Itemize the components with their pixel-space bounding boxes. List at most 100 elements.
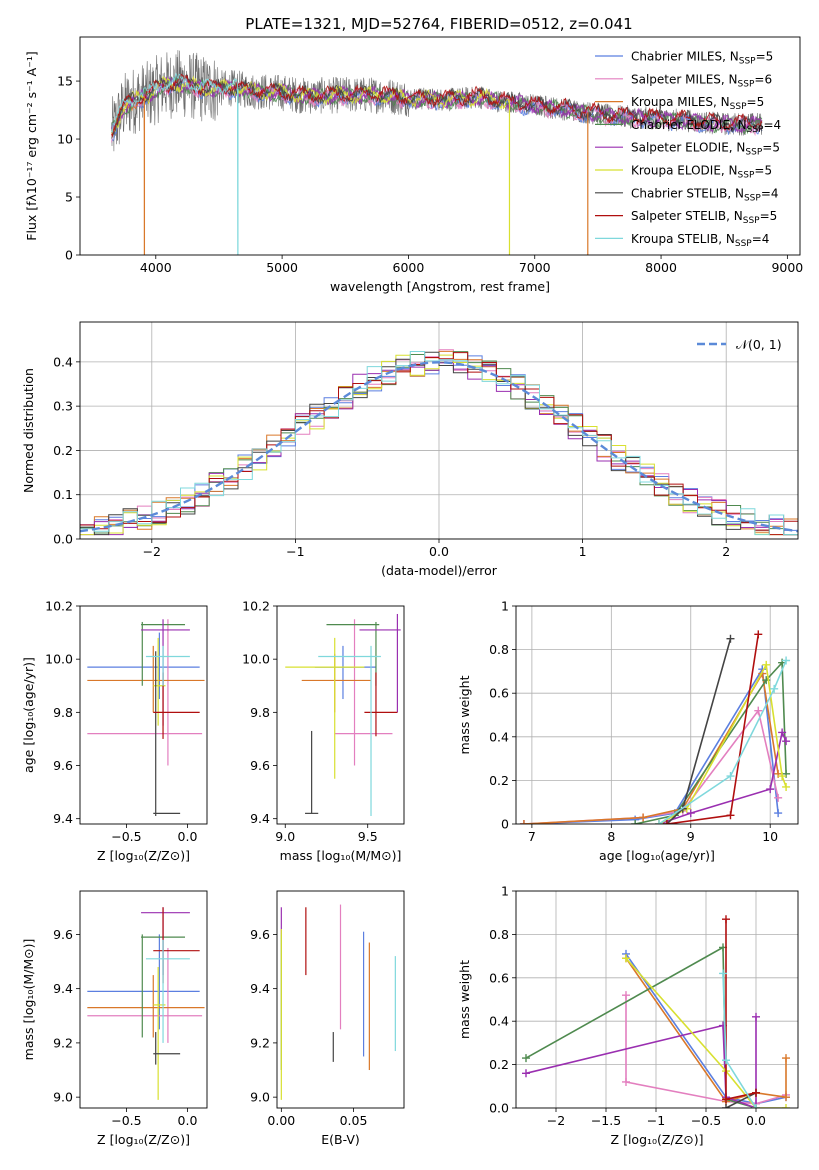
y-tick-label: 0.6	[489, 686, 509, 701]
y-axis-label: Flux [fλ10⁻¹⁷ erg cm⁻² s⁻¹ A⁻¹]	[24, 51, 39, 240]
y-tick-label: 9.6	[53, 927, 73, 942]
errorbar-salpeter-elodie	[141, 619, 190, 726]
y-tick-label: 0.1	[53, 487, 73, 502]
y-axis-label: Normed distribution	[21, 368, 36, 493]
weight-marker	[782, 1054, 790, 1063]
y-tick-label: 9.6	[53, 758, 73, 773]
x-tick-label: 0.05	[340, 1113, 368, 1128]
histogram-kroupa-elodie	[80, 354, 798, 536]
legend: Chabrier MILES, NSSP=5 Salpeter MILES, NS…	[595, 50, 781, 249]
y-tick-label: 10.2	[242, 599, 270, 614]
errorbar-chabrier-stelib	[305, 730, 319, 814]
y-axis-label: age [log₁₀(age/yr)]	[21, 657, 36, 773]
weight-marker	[770, 684, 779, 693]
y-tick-label: 10	[57, 132, 73, 147]
weight-marker	[782, 1104, 790, 1108]
errorbar-salpeter-elodie	[141, 907, 190, 976]
y-tick-label: 9.0	[53, 1090, 73, 1105]
plot-area	[516, 606, 798, 824]
x-tick-label: 9.5	[358, 829, 378, 844]
x-tick-label: 9.0	[275, 829, 295, 844]
plot-age-vs-Z: −0.5 0.0 9.4 9.6 9.8 10.0 10.2 Z [log₁₀(Z/Z⊙)] a…	[21, 599, 208, 863]
weight-marker	[762, 660, 771, 669]
errorbar-kroupa-miles	[87, 975, 205, 1038]
plot-area	[285, 613, 401, 817]
y-tick-label: 1	[501, 884, 509, 899]
weight-line-salpeter-miles	[523, 708, 779, 824]
legend-label: Chabrier MILES, NSSP=5	[631, 50, 773, 67]
errorbar-kroupa-miles	[301, 653, 372, 713]
x-axis-label: E(B-V)	[321, 1132, 360, 1147]
weight-line-chabrier-stelib	[666, 638, 732, 824]
weight-marker	[662, 820, 671, 824]
weight-marker	[631, 820, 640, 824]
weight-line-chabrier-miles	[523, 666, 779, 824]
errorbar-chabrier-miles	[87, 934, 200, 1030]
weight-marker	[722, 1104, 730, 1108]
errorbar-kroupa-stelib	[318, 645, 381, 817]
legend-label: 𝒩(0, 1)	[736, 337, 782, 352]
y-tick-label: 9.8	[53, 705, 73, 720]
errorbar-chabrier-miles	[314, 645, 376, 700]
x-tick-label: −0.5	[111, 829, 141, 844]
x-tick-label: 7	[528, 829, 536, 844]
model-salpeter-stelib	[111, 73, 763, 137]
weight-marker	[622, 991, 630, 1000]
errorbar-salpeter-miles	[334, 619, 393, 766]
x-tick-label: 7000	[519, 260, 551, 275]
plot-age-vs-mass: 9.0 9.5 9.4 9.6 9.8 10.0 10.2 mass [log₁₀(M/M⊙)…	[242, 599, 405, 863]
weight-marker	[654, 820, 663, 824]
axes-frame	[515, 605, 799, 825]
weight-marker	[782, 737, 791, 746]
x-tick-label: 6000	[393, 260, 425, 275]
x-tick-label: −1.5	[591, 1113, 621, 1128]
errorbar-kroupa-stelib	[145, 939, 190, 1043]
weight-marker	[519, 820, 528, 824]
y-tick-label: 10.0	[242, 652, 270, 667]
axes-frame	[79, 890, 208, 1109]
y-tick-label: 0.3	[53, 399, 73, 414]
x-tick-label: 1	[579, 544, 587, 559]
x-axis-label: age [log₁₀(age/yr)]	[599, 848, 715, 863]
y-tick-label: 0.0	[489, 1101, 509, 1116]
weight-line-kroupa-elodie	[658, 662, 787, 824]
errorbar-salpeter-stelib	[153, 907, 200, 984]
weight-marker	[726, 811, 735, 820]
y-tick-label: 0.2	[489, 773, 509, 788]
x-tick-label: 2	[722, 544, 730, 559]
y-tick-label: 9.8	[250, 705, 270, 720]
y-tick-label: 9.6	[250, 927, 270, 942]
x-tick-label: −1	[647, 1113, 665, 1128]
weight-line-kroupa-elodie	[625, 957, 786, 1108]
legend-label: Chabrier ELODIE, NSSP=4	[631, 118, 781, 135]
axes-frame	[79, 36, 801, 256]
axes-frame	[515, 890, 799, 1109]
weight-marker	[722, 915, 730, 924]
weight-marker	[752, 1088, 760, 1097]
x-tick-label: 8000	[645, 260, 677, 275]
x-tick-label: −0.5	[111, 1113, 141, 1128]
plot-area	[87, 907, 205, 1100]
y-tick-label: 0.4	[53, 354, 73, 369]
legend-label: Kroupa STELIB, NSSP=4	[631, 232, 769, 249]
y-tick-label: 0.8	[489, 927, 509, 942]
weight-marker	[782, 1093, 790, 1102]
x-tick-label: 5000	[266, 260, 298, 275]
y-tick-label: 0.6	[489, 970, 509, 985]
y-tick-label: 9.2	[250, 1035, 270, 1050]
weight-marker	[622, 1077, 630, 1086]
y-axis-label: mass [log₁₀(M/M⊙)]	[21, 939, 36, 1061]
plot-weight-vs-Z: −2 −1.5 −1 −0.5 0.0 0.0 0.2 0.4 0.6 0.8 1 Z [log₁₀(…	[457, 884, 799, 1147]
legend: 𝒩(0, 1)	[697, 337, 782, 352]
gaussian-curve	[80, 361, 798, 533]
y-tick-label: 9.6	[250, 758, 270, 773]
plot-area	[280, 904, 396, 1100]
x-tick-label: 4000	[140, 260, 172, 275]
axes-frame	[79, 605, 208, 825]
weight-marker	[726, 634, 735, 643]
errorbar-chabrier-stelib	[153, 1032, 181, 1065]
errorbar-salpeter-stelib	[153, 672, 200, 739]
plot-area	[80, 322, 798, 539]
errorbar-salpeter-miles	[87, 619, 203, 766]
